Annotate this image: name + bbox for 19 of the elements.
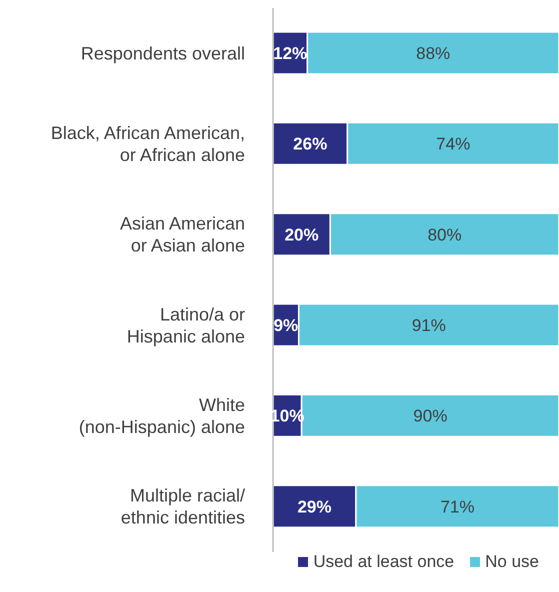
data-label: 90% (413, 406, 448, 426)
y-tick-label: Multiple racial/ ethnic identities (120, 486, 245, 528)
y-tick-label: White (non-Hispanic) alone (78, 395, 245, 437)
data-label: 74% (436, 134, 470, 154)
y-tick-label: Black, African American, or African alone (50, 123, 245, 165)
y-tick-label: Respondents overall (80, 43, 245, 64)
y-tick-label: Latino/a or Hispanic alone (126, 304, 246, 346)
data-label: 12% (273, 44, 308, 64)
data-label: 9% (274, 316, 298, 336)
data-label: 88% (416, 44, 450, 64)
data-label: 80% (428, 225, 462, 244)
data-label: 20% (284, 225, 319, 244)
data-label: 29% (297, 497, 332, 516)
legend-label: No use (485, 552, 539, 572)
legend-label: Used at least once (313, 552, 454, 572)
data-label: 91% (412, 316, 446, 336)
y-tick-label: Asian American or Asian alone (120, 214, 245, 256)
data-label: 71% (440, 497, 474, 516)
data-label: 26% (293, 134, 328, 154)
